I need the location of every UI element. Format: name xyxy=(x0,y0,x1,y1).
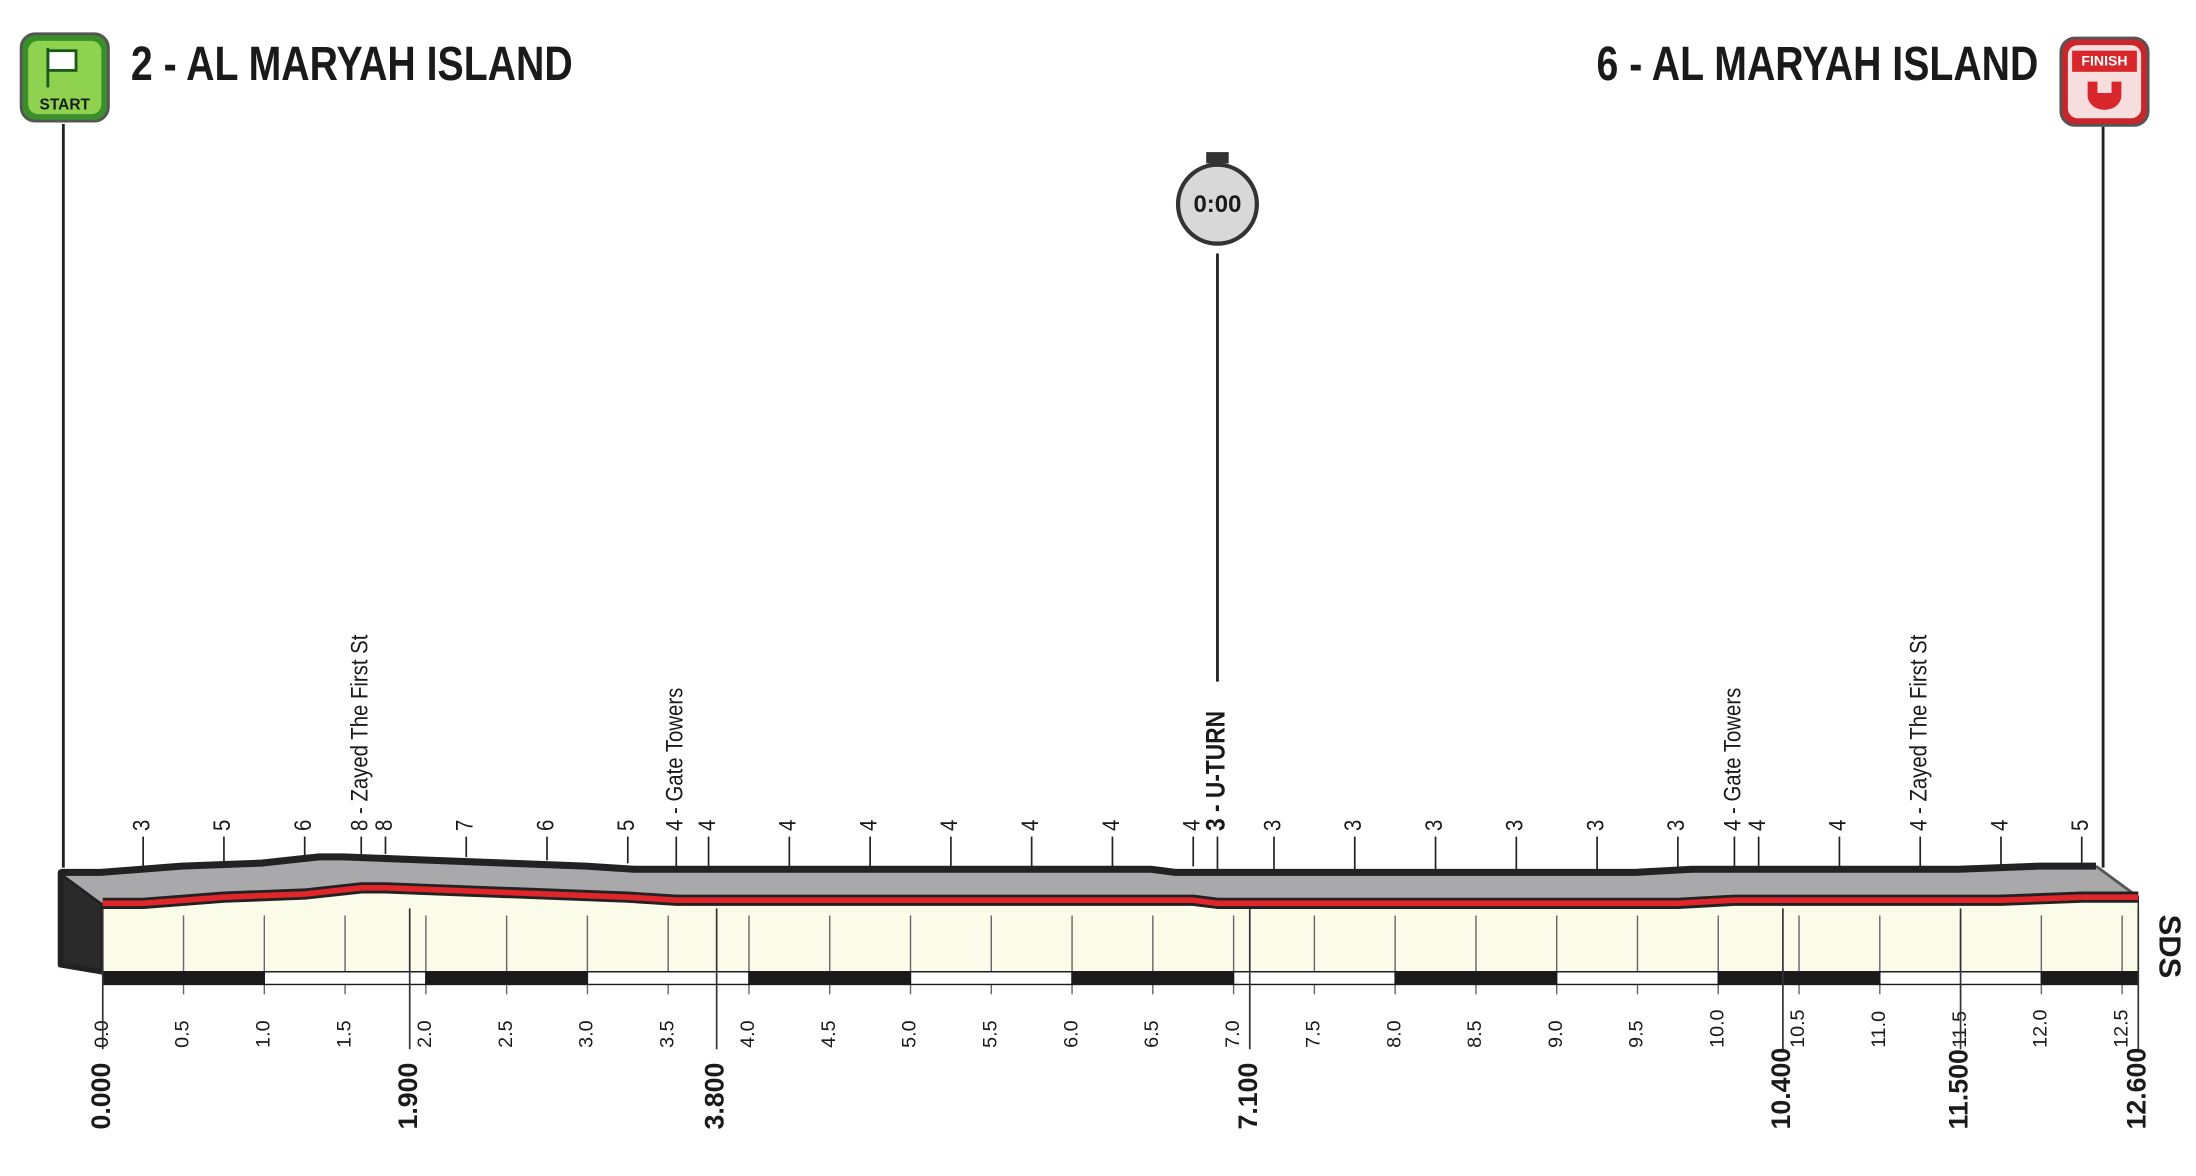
km-bar-segment xyxy=(1071,971,1235,986)
km-tick-label: 11.0 xyxy=(1868,1011,1890,1048)
marker-label: 1.900 xyxy=(393,1063,423,1130)
altitude-label: 5 xyxy=(2067,820,2094,831)
start-title: 2 - AL MARYAH ISLAND xyxy=(131,38,573,92)
altitude-label: 3 xyxy=(1420,820,1447,831)
altitude-label: 6 xyxy=(532,820,559,831)
marker-label: 7.100 xyxy=(1233,1063,1263,1130)
altitude-label: 5 xyxy=(209,820,236,831)
altitude-label: 3 xyxy=(1340,820,1367,831)
altitude-label: 4 xyxy=(1743,820,1770,831)
start-icon: START xyxy=(19,32,110,123)
km-tick-label: 9.0 xyxy=(1545,1020,1567,1047)
km-tick-label: 4.5 xyxy=(818,1020,840,1047)
finish-arch xyxy=(2087,81,2122,110)
km-bar-segment xyxy=(1232,971,1396,986)
km-bar-segment xyxy=(102,971,266,986)
altitude-label: 4 - Zayed The First St xyxy=(1905,635,1932,831)
km-tick-label: 0.5 xyxy=(172,1020,194,1047)
altitude-label: 4 xyxy=(1986,820,2013,831)
altitude-label: 4 xyxy=(855,820,882,831)
km-tick-label: 2.0 xyxy=(414,1020,436,1047)
km-tick-label: 9.5 xyxy=(1626,1020,1648,1047)
km-bar-segment xyxy=(909,971,1073,986)
km-tick-label: 10.5 xyxy=(1787,1009,1809,1047)
altitude-label: 4 xyxy=(1097,820,1124,831)
altitude-label: 3 - U-TURN xyxy=(1202,711,1231,831)
marker-label: 10.400 xyxy=(1766,1048,1796,1130)
km-tick-label: 8.0 xyxy=(1383,1020,1405,1047)
start-icon-label: START xyxy=(40,97,91,114)
km-tick-label: 4.0 xyxy=(737,1020,759,1047)
altitude-label: 8 xyxy=(370,820,397,831)
km-tick-label: 12.5 xyxy=(2110,1009,2132,1047)
altitude-label: 3 xyxy=(1663,820,1690,831)
altitude-label: 8 - Zayed The First St xyxy=(346,635,373,831)
km-tick-label: 5.0 xyxy=(899,1020,921,1047)
altitude-label: 4 xyxy=(1824,820,1851,831)
altitude-label: 5 xyxy=(613,820,640,831)
marker-label: 3.800 xyxy=(700,1063,730,1130)
marker-label: 0.000 xyxy=(86,1063,116,1130)
km-tick-label: 7.5 xyxy=(1303,1020,1325,1047)
profile-back-edge xyxy=(60,853,2097,876)
marker-label: 12.600 xyxy=(2121,1048,2151,1130)
stopwatch xyxy=(1175,162,1259,246)
km-tick-label: 6.5 xyxy=(1141,1020,1163,1047)
altitude-label: 3 xyxy=(1259,820,1286,831)
km-bar-segment xyxy=(2040,971,2139,986)
altitude-label: 4 xyxy=(1178,820,1205,831)
marker-label: 11.500 xyxy=(1944,1049,1974,1129)
finish-title: 6 - AL MARYAH ISLAND xyxy=(1597,38,2039,92)
km-tick-label: 1.0 xyxy=(253,1020,275,1047)
altitude-label: 4 xyxy=(936,820,963,831)
km-tick-label: 3.0 xyxy=(576,1020,598,1047)
km-tick-label: 2.5 xyxy=(495,1020,517,1047)
altitude-label: 4 - Gate Towers xyxy=(661,688,688,831)
altitude-label: 3 xyxy=(1582,820,1609,831)
km-tick-label: 6.0 xyxy=(1060,1020,1082,1047)
finish-icon: FINISH xyxy=(2059,36,2150,127)
km-tick-label: 3.5 xyxy=(656,1020,678,1047)
stopwatch-crown xyxy=(1206,152,1229,164)
km-tick-label: 8.5 xyxy=(1464,1020,1486,1047)
km-bar-segment xyxy=(425,971,589,986)
km-tick-label: 7.0 xyxy=(1222,1020,1244,1047)
km-tick-label: 12.0 xyxy=(2030,1009,2052,1047)
km-tick-label: 1.5 xyxy=(333,1020,355,1047)
elevation-line xyxy=(142,885,2082,907)
finish-icon-label: FINISH xyxy=(2081,53,2127,69)
altitude-label: 6 xyxy=(289,820,316,831)
km-bar-segment xyxy=(586,971,750,986)
km-bar-segment xyxy=(1556,971,1719,986)
finish-banner xyxy=(2072,50,2137,72)
altitude-label: 3 xyxy=(128,820,155,831)
altitude-label: 3 xyxy=(1501,820,1528,831)
timecheck-label: 0:00 xyxy=(1194,191,1242,218)
km-bar-segment xyxy=(1394,971,1558,986)
start-flag xyxy=(46,49,78,72)
altitude-label: 7 xyxy=(451,820,478,831)
altitude-label: 4 - Gate Towers xyxy=(1719,688,1746,831)
km-bar-segment xyxy=(1717,971,1881,986)
altitude-label: 4 xyxy=(774,820,801,831)
km-bar-segment xyxy=(748,971,912,986)
km-tick-label: 10.0 xyxy=(1706,1009,1728,1047)
km-tick-label: 5.5 xyxy=(979,1020,1001,1047)
km-bar-segment xyxy=(263,971,427,986)
sds-logo: SDS xyxy=(2153,915,2188,979)
altitude-label: 4 xyxy=(693,820,720,831)
altitude-label: 4 xyxy=(1016,820,1043,831)
